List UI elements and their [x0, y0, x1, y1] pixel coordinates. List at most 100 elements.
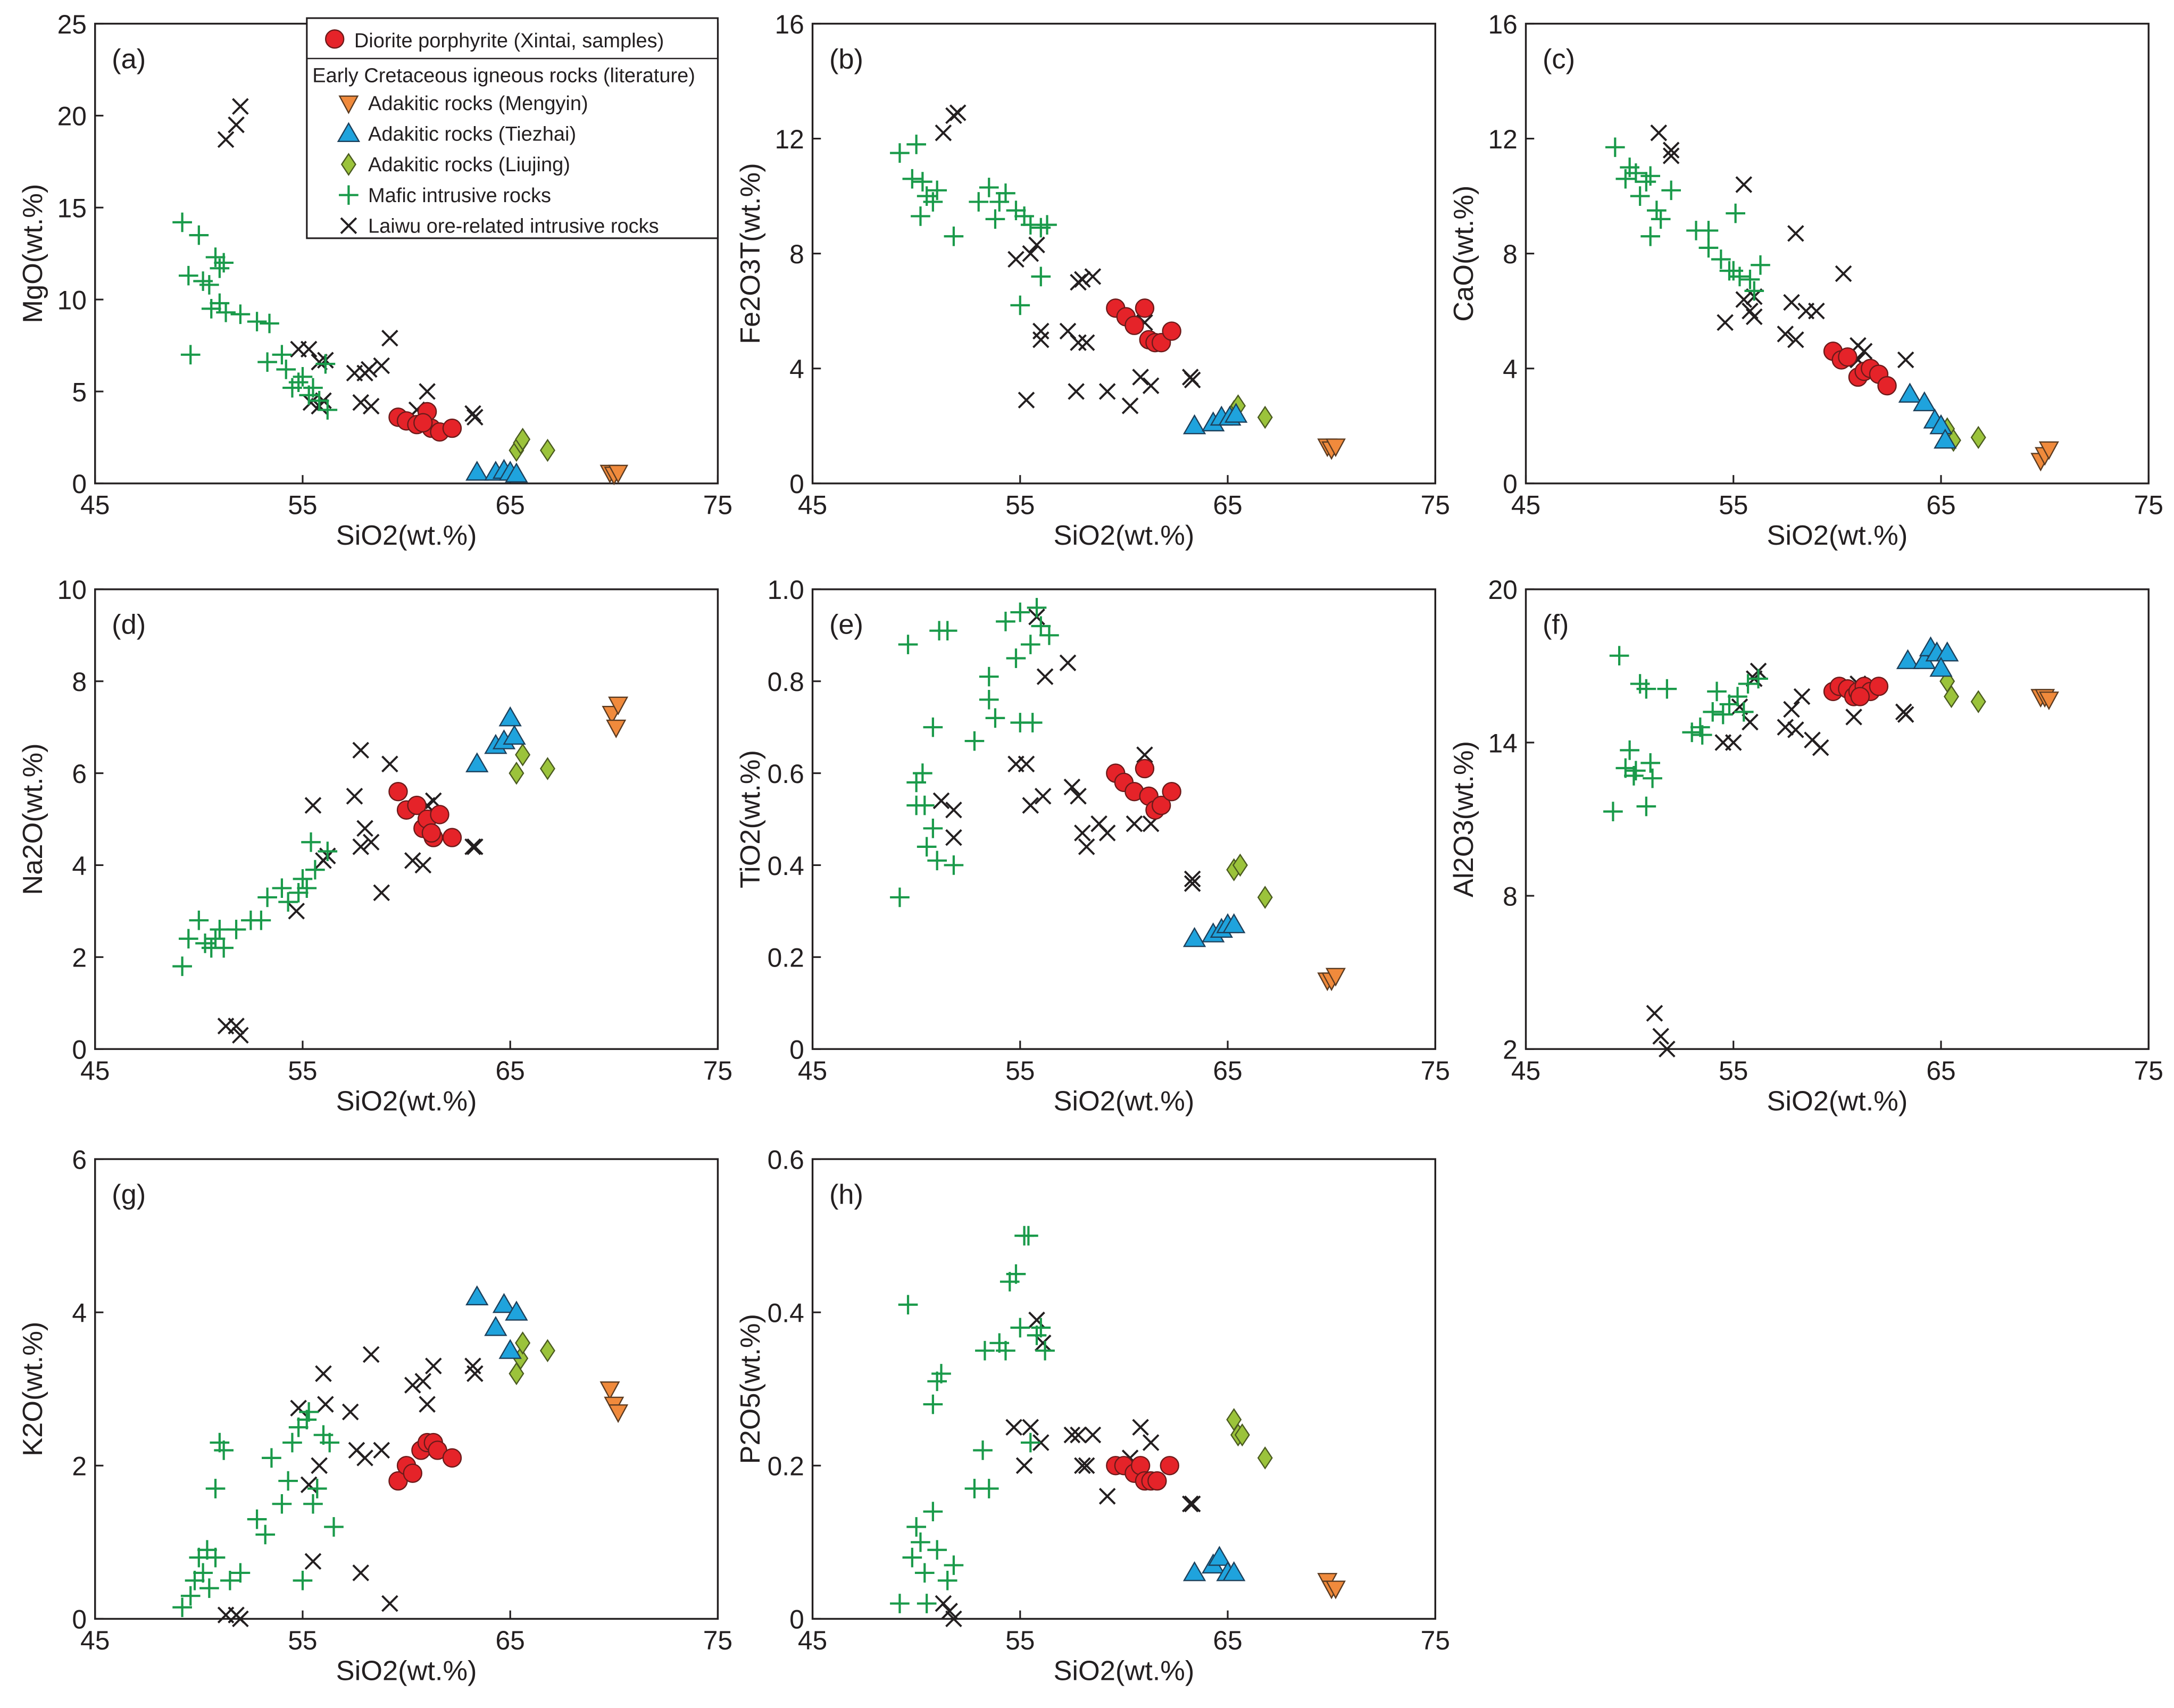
x-tick-label: 45	[80, 1056, 110, 1086]
mafic-point	[1605, 137, 1625, 157]
panel-letter: (g)	[112, 1179, 146, 1210]
laiwu-point	[1059, 654, 1077, 671]
mafic-point	[1031, 616, 1051, 636]
x-tick-label: 75	[2134, 1056, 2163, 1086]
diorite-point	[403, 1463, 422, 1483]
tiezhai-point	[1182, 1561, 1206, 1581]
laiwu-point	[467, 409, 484, 426]
mafic-point	[1651, 209, 1671, 229]
laiwu-point	[362, 397, 380, 415]
mafic-point	[307, 1479, 327, 1498]
mafic-point	[305, 860, 325, 880]
laiwu-point	[352, 741, 370, 759]
laiwu-point	[1808, 302, 1825, 320]
laiwu-point	[467, 838, 484, 855]
mafic-point	[210, 920, 230, 939]
mafic-point	[1019, 1226, 1038, 1246]
tiezhai-point	[465, 461, 489, 481]
mafic-point	[247, 1509, 267, 1529]
laiwu-point	[352, 1564, 370, 1581]
laiwu-point	[414, 1373, 432, 1390]
mafic-point	[902, 1547, 922, 1568]
laiwu-point	[941, 1603, 958, 1620]
laiwu-point	[1070, 788, 1087, 805]
mafic-point	[979, 689, 999, 710]
x-tick-label: 45	[1511, 1056, 1540, 1086]
mafic-point	[1626, 163, 1646, 183]
liujing-point	[509, 761, 524, 785]
laiwu-point	[1074, 1457, 1091, 1474]
mafic-point	[303, 1494, 323, 1514]
series-tiezhai	[1896, 636, 1959, 677]
mafic-point	[1682, 722, 1702, 743]
laiwu-point	[1845, 709, 1862, 726]
diorite-point	[442, 828, 462, 847]
laiwu-point	[1063, 1426, 1081, 1444]
mafic-point	[205, 1479, 226, 1498]
diorite-point	[421, 823, 442, 843]
legend-laiwu-icon	[340, 217, 357, 235]
series-laiwu	[932, 608, 1201, 892]
laiwu-point	[315, 1365, 332, 1382]
laiwu-point	[1787, 225, 1804, 242]
laiwu-point	[1835, 265, 1852, 282]
mafic-point	[172, 956, 192, 976]
x-tick-label: 65	[1213, 1626, 1242, 1655]
mafic-point	[189, 910, 209, 930]
y-axis-label: CaO(wt.%)	[1448, 186, 1479, 322]
mafic-point	[260, 313, 279, 334]
legend-item-mafic: Mafic intrusive rocks	[368, 185, 551, 207]
mafic-point	[1698, 221, 1719, 240]
mafic-point	[973, 1440, 993, 1460]
laiwu-point	[317, 1396, 334, 1413]
laiwu-point	[341, 1403, 359, 1421]
legend-mengyin-icon	[338, 95, 359, 114]
laiwu-point	[1136, 746, 1153, 763]
laiwu-point	[311, 1457, 328, 1474]
y-tick-label: 2	[72, 1452, 87, 1481]
laiwu-point	[1897, 351, 1914, 369]
laiwu-point	[1650, 124, 1668, 141]
y-tick-label: 0	[789, 1035, 804, 1065]
x-tick-label: 75	[703, 1056, 732, 1086]
y-tick-label: 14	[1488, 728, 1517, 758]
mafic-point	[1636, 796, 1656, 816]
x-axis-label: SiO2(wt.%)	[1053, 520, 1194, 551]
mafic-point	[205, 1547, 226, 1568]
mafic-point	[931, 1364, 951, 1384]
laiwu-point	[381, 755, 398, 773]
x-axis-label: SiO2(wt.%)	[336, 520, 477, 551]
series-tiezhai	[1182, 913, 1246, 947]
tiezhai-point	[465, 1285, 489, 1305]
mafic-point	[214, 1440, 234, 1460]
mafic-point	[979, 178, 999, 197]
laiwu-point	[1063, 778, 1081, 796]
laiwu-point	[945, 1610, 962, 1628]
series-mengyin	[1317, 968, 1346, 992]
series-mengyin	[1317, 1573, 1346, 1599]
mafic-point	[257, 352, 277, 372]
laiwu-point	[1022, 245, 1039, 262]
mafic-point	[172, 212, 192, 232]
laiwu-point	[1742, 713, 1759, 731]
laiwu-point	[288, 903, 305, 920]
laiwu-point	[1717, 314, 1734, 331]
series-tiezhai	[465, 1285, 528, 1359]
laiwu-point	[1084, 268, 1102, 285]
y-tick-label: 2	[1503, 1035, 1518, 1065]
laiwu-point	[1787, 331, 1804, 348]
tiezhai-point	[1929, 414, 1953, 435]
mafic-point	[1609, 646, 1629, 666]
x-tick-label: 45	[80, 1626, 110, 1655]
diorite-point	[1147, 1471, 1167, 1491]
mafic-point	[1711, 249, 1731, 269]
series-tiezhai	[1182, 403, 1248, 435]
laiwu-point	[1662, 147, 1680, 164]
y-tick-label: 25	[57, 10, 87, 39]
mafic-point	[178, 265, 198, 286]
y-tick-label: 0	[789, 469, 804, 499]
mafic-point	[890, 143, 910, 163]
series-mafic	[890, 1226, 1055, 1613]
mafic-point	[1010, 295, 1030, 315]
x-tick-label: 45	[798, 1056, 827, 1086]
